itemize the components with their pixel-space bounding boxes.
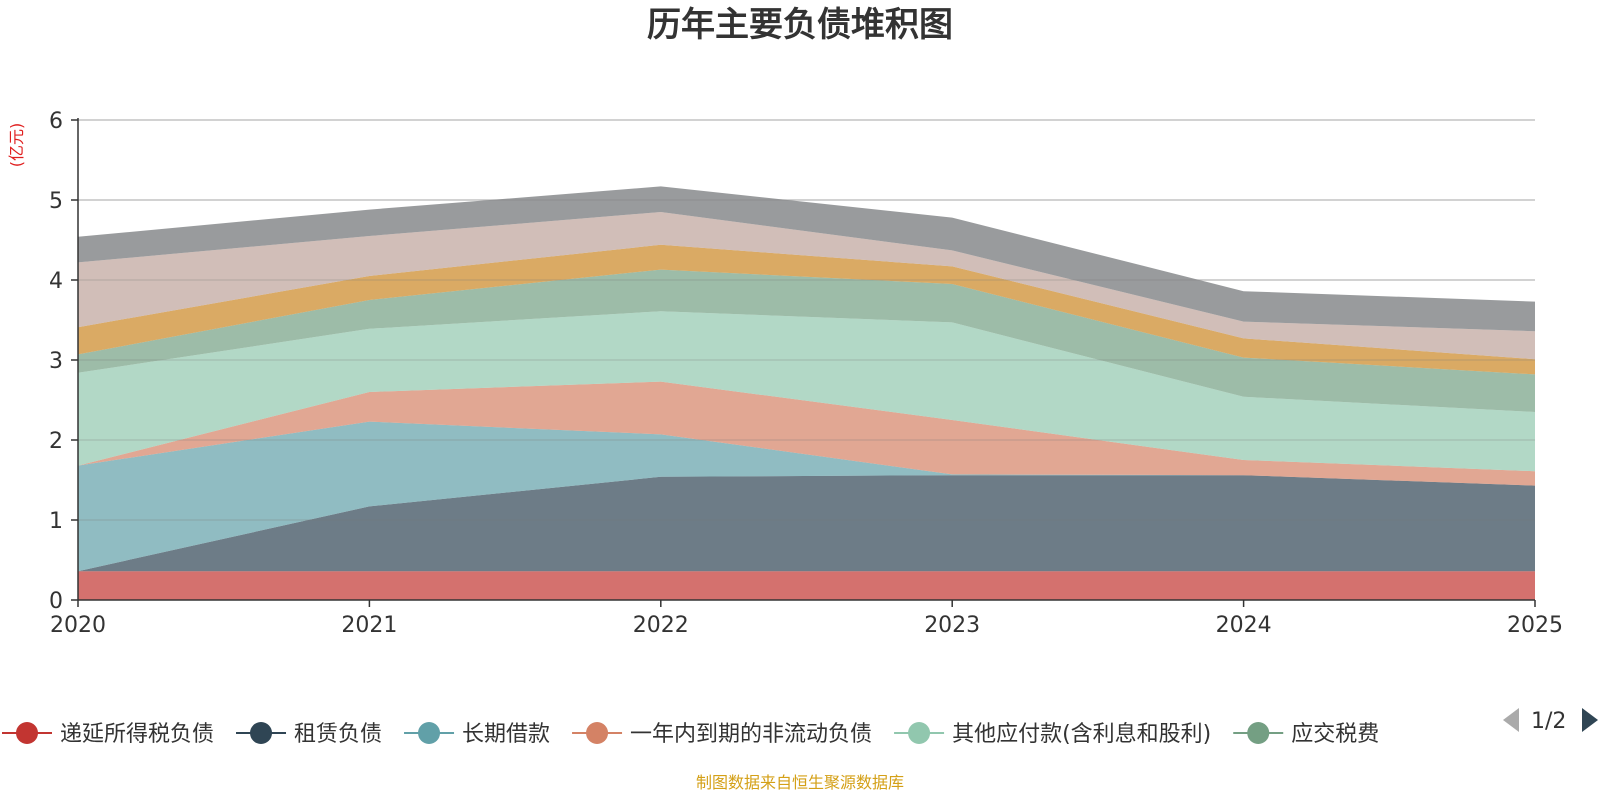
area-series-1[interactable] [78,571,1535,600]
x-tick-label: 2024 [1216,613,1272,638]
area-series-7[interactable] [78,244,1535,375]
data-source-note: 制图数据来自恒生聚源数据库 [696,773,904,792]
legend-prev-page-icon[interactable] [1503,708,1519,732]
area-series-5[interactable] [78,311,1535,472]
legend-marker-icon [418,722,441,744]
area-series-6[interactable] [78,269,1535,412]
area-series-group [78,119,1535,600]
legend-label: 一年内到期的非流动负债 [630,722,872,747]
legend-marker-icon [1247,722,1270,744]
legend-marker-icon [250,722,273,744]
legend-label: 递延所得税负债 [60,722,214,747]
x-tick-label: 2021 [341,613,397,638]
y-tick-label: 3 [49,349,63,374]
legend-marker-icon [586,722,609,744]
legend-pager: 1/2 [1503,708,1598,734]
legend-item[interactable]: 租赁负债 [236,722,382,747]
y-tick-label: 5 [49,189,63,214]
legend-page-indicator: 1/2 [1531,709,1566,734]
legend-label: 长期借款 [462,722,550,747]
area-series-2[interactable] [78,475,1535,572]
area-series-3[interactable] [78,421,1535,572]
y-axis-unit: (亿元) [7,123,26,168]
legend-label: 租赁负债 [294,722,382,747]
legend-marker-icon [16,722,38,744]
legend-label: 其他应付款(含利息和股利) [952,722,1211,747]
x-tick-label: 2022 [633,613,689,638]
x-tick-label: 2025 [1507,613,1563,638]
y-tick-label: 6 [49,109,63,134]
x-tick-label: 2020 [50,613,106,638]
area-series-9[interactable] [78,186,1535,332]
y-tick-label: 1 [49,509,63,534]
y-tick-label: 2 [49,429,63,454]
legend-marker-icon [908,722,931,744]
x-tick-label: 2023 [924,613,980,638]
legend-next-page-icon[interactable] [1582,708,1598,732]
area-series-8[interactable] [78,212,1535,360]
area-series-4[interactable] [78,381,1535,486]
legend-label: 应交税费 [1291,722,1379,747]
legend-item[interactable]: 递延所得税负债 [2,722,214,747]
legend: 递延所得税负债 租赁负债 长期借款 一年内到期的非流动负债 其他应付款(含利息和股利) 应… [2,722,1379,747]
legend-item[interactable]: 一年内到期的非流动负债 [572,722,872,747]
legend-item[interactable]: 长期借款 [404,722,550,747]
legend-item[interactable]: 应交税费 [1233,722,1379,747]
legend-item[interactable]: 其他应付款(含利息和股利) [894,722,1211,747]
y-tick-label: 0 [49,589,63,614]
chart-title: 历年主要负债堆积图 [647,5,953,45]
axes: 0 1 2 3 4 5 6 2020 2021 2022 2023 2024 2025 [49,109,1563,638]
y-tick-label: 4 [49,269,63,294]
